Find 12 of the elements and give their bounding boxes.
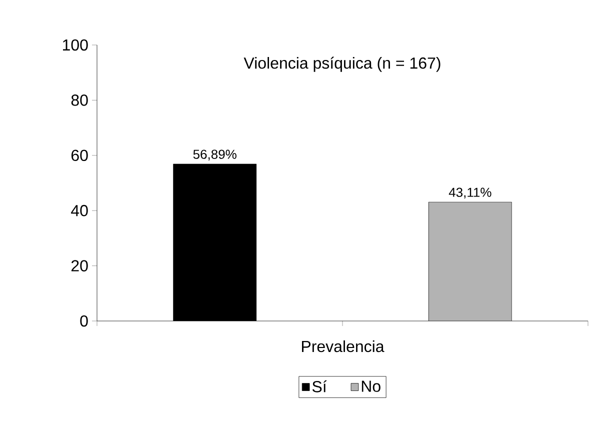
y-tick-label: 40 bbox=[71, 204, 88, 216]
y-tick-label: 80 bbox=[71, 94, 88, 106]
text: Violencia psíquica (n = 167) bbox=[244, 56, 440, 72]
legend-label: Sí bbox=[312, 380, 327, 392]
data-label: 43,11% bbox=[448, 188, 492, 198]
data-label: 56,89% bbox=[193, 150, 236, 160]
y-tick-label: 100 bbox=[63, 39, 88, 51]
y-tick-label: 0 bbox=[80, 315, 88, 327]
legend-label: No bbox=[362, 380, 380, 392]
y-tick-label: 20 bbox=[71, 260, 88, 272]
x-axis-title: Prevalencia bbox=[302, 340, 384, 352]
y-tick-label: 60 bbox=[71, 150, 88, 162]
